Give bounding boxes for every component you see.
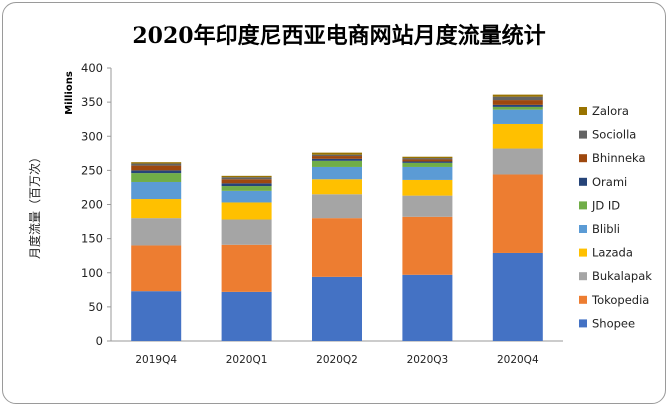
bar-orami-2020q1 [221,183,272,187]
chart-title: 2020年印度尼西亚电商网站月度流量统计 [132,23,545,49]
bar-jd-id-2020q1 [221,186,272,191]
legend-label: Zalora [592,104,629,118]
chart-svg: 2020年印度尼西亚电商网站月度流量统计 Millions 月度流量（百万次） … [27,23,652,366]
x-tick-label: 2019Q4 [135,354,177,366]
bar-blibli-2020q2 [312,166,362,180]
bar-shopee-2020q4 [492,252,543,341]
legend-label: JD ID [591,198,620,212]
bar-shopee-2020q1 [221,291,272,341]
legend-label: Lazada [592,246,633,260]
bar-orami-2019q4 [131,170,182,174]
bar-bhinneka-2020q3 [402,159,453,162]
bar-jd-id-2020q4 [492,106,543,110]
legend-label: Shopee [592,316,635,330]
legend-swatch [579,201,587,210]
bar-orami-2020q3 [402,161,453,163]
legend-label: Sociolla [592,128,636,142]
legend-swatch [579,177,587,186]
legend-swatch [579,319,587,328]
bar-shopee-2020q2 [312,276,362,341]
legend-swatch [579,295,587,304]
y-tick-label: 50 [88,300,103,314]
bar-lazada-2020q1 [221,202,272,220]
bar-lazada-2020q4 [492,123,543,149]
bar-zalora-2020q3 [402,156,453,159]
legend-swatch [579,248,587,257]
bar-blibli-2019q4 [131,181,182,200]
bar-bhinneka-2020q1 [221,179,272,184]
legend: Zalora Sociolla Bhinneka Orami JD ID Blibli La… [579,104,652,330]
legend-label: Bhinneka [592,151,646,165]
bar-sociolla-2020q3 [402,158,453,160]
x-tick-label: 2020Q3 [407,354,449,366]
bar-blibli-2020q1 [221,190,272,203]
x-tick-label: 2020Q2 [316,354,358,366]
x-axis-ticks: 2019Q4 2020Q1 2020Q2 2020Q3 2020Q4 [135,354,539,366]
bar-bukalapak-2020q4 [492,148,543,175]
bar-bukalapak-2020q3 [402,195,453,217]
bar-tokopedia-2020q2 [312,218,362,277]
y-tick-label: 150 [81,232,103,246]
y-tick-label: 400 [81,61,103,75]
legend-label: Tokopedia [591,293,649,307]
y-axis-ticks: 0 50 100 150 200 250 300 350 400 [81,61,111,348]
bar-bukalapak-2019q4 [131,218,182,246]
bar-shopee-2019q4 [131,291,182,341]
x-tick-label: 2020Q1 [226,354,268,366]
bar-zalora-2020q4 [492,94,543,97]
legend-swatch [579,225,587,233]
y-axis-label: 月度流量（百万次） [27,151,42,259]
y-tick-label: 300 [81,129,103,143]
legend-swatch [579,272,587,281]
bar-bhinneka-2019q4 [131,165,182,171]
legend-label: Orami [592,175,627,189]
bar-orami-2020q4 [492,104,543,107]
bars [131,94,543,341]
y-tick-label: 0 [96,334,103,348]
bar-tokopedia-2020q4 [492,174,543,253]
legend-label: Bukalapak [592,269,652,283]
bar-lazada-2020q3 [402,179,453,196]
bar-bukalapak-2020q1 [221,219,272,245]
bar-bhinneka-2020q2 [312,156,362,159]
bar-blibli-2020q4 [492,109,543,124]
bar-lazada-2019q4 [131,199,182,219]
legend-swatch [579,107,587,115]
bar-sociolla-2019q4 [131,163,182,166]
legend-swatch [579,154,587,163]
legend-label: Blibli [592,222,620,236]
bar-tokopedia-2020q1 [221,244,272,292]
bar-bhinneka-2020q4 [492,100,543,105]
bar-lazada-2020q2 [312,179,362,195]
bar-tokopedia-2020q3 [402,216,453,275]
y-tick-label: 350 [81,95,103,109]
bar-shopee-2020q3 [402,274,453,341]
y-tick-label: 250 [81,163,103,177]
bar-blibli-2020q3 [402,166,453,180]
bar-sociolla-2020q2 [312,154,362,157]
bar-jd-id-2019q4 [131,173,182,182]
legend-swatch [579,130,587,139]
bar-jd-id-2020q2 [312,160,362,167]
chart-frame: 2020年印度尼西亚电商网站月度流量统计 Millions 月度流量（百万次） … [2,2,666,404]
x-tick-label: 2020Q4 [497,354,539,366]
bar-sociolla-2020q4 [492,96,543,101]
bar-bukalapak-2020q2 [312,194,362,219]
bar-sociolla-2020q1 [221,177,272,180]
bar-jd-id-2020q3 [402,162,453,167]
y-tick-label: 100 [81,266,103,280]
bar-zalora-2020q1 [221,175,272,178]
bar-orami-2020q2 [312,158,362,161]
bar-zalora-2020q2 [312,152,362,155]
y-tick-label: 200 [81,198,103,212]
bar-zalora-2019q4 [131,162,182,164]
y-axis-unit-label: Millions [64,71,75,115]
bar-tokopedia-2019q4 [131,245,182,292]
